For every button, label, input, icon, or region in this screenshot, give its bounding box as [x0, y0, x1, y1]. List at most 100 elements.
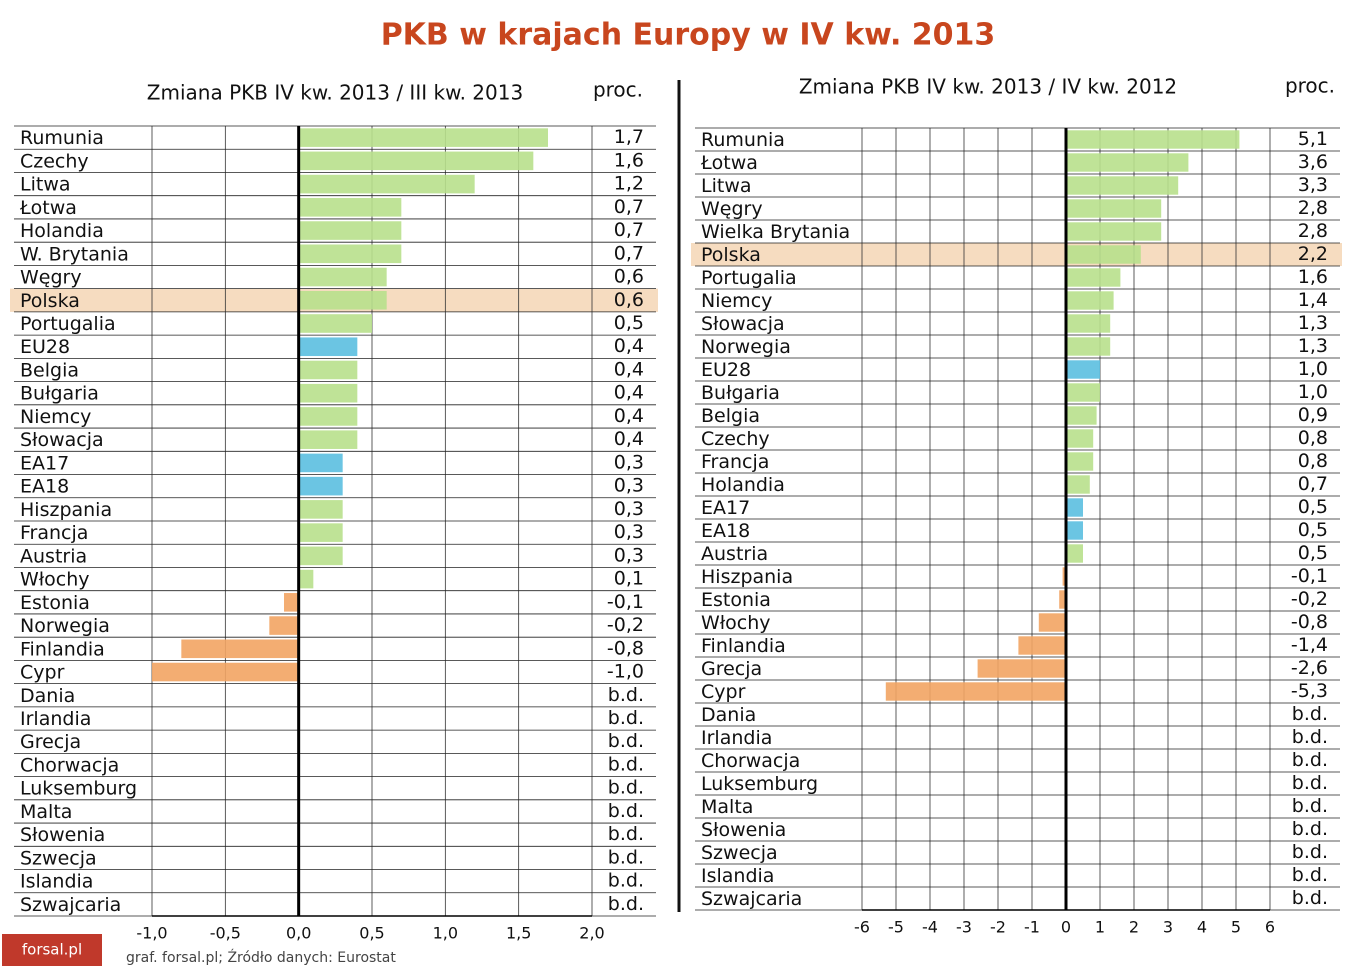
category-label: EA17 — [20, 452, 69, 474]
value-label: b.d. — [1292, 726, 1328, 748]
category-label: Szwecja — [701, 842, 778, 864]
value-label: 0,5 — [1298, 519, 1328, 541]
bar — [1066, 130, 1240, 149]
bar — [1066, 498, 1083, 517]
x-tick-label: 0 — [1061, 918, 1071, 937]
category-label: Luksemburg — [701, 773, 818, 795]
bar — [1066, 199, 1162, 218]
value-label: -1,0 — [607, 661, 644, 683]
x-tick-label: 6 — [1265, 918, 1275, 937]
category-label: Włochy — [20, 569, 90, 591]
value-label: 1,0 — [1298, 358, 1328, 380]
category-label: Estonia — [701, 589, 771, 611]
category-label: Irlandia — [20, 708, 91, 730]
value-label: 1,2 — [614, 173, 644, 195]
value-label: -0,8 — [607, 637, 644, 659]
bar — [1066, 429, 1094, 448]
value-label: 0,4 — [614, 358, 644, 380]
bar — [298, 174, 475, 194]
category-label: Chorwacja — [20, 754, 119, 776]
value-label: b.d. — [608, 800, 644, 822]
category-label: Litwa — [701, 175, 752, 197]
value-label: b.d. — [1292, 795, 1328, 817]
category-label: Cypr — [20, 662, 65, 684]
category-label: Francja — [20, 522, 88, 544]
bar — [1038, 613, 1066, 632]
value-label: b.d. — [1292, 772, 1328, 794]
value-label: b.d. — [608, 870, 644, 892]
category-label: Słowenia — [20, 824, 105, 846]
x-tick-label: 5 — [1231, 918, 1241, 937]
value-label: 0,7 — [1298, 473, 1328, 495]
x-tick-label: -2 — [990, 918, 1006, 937]
subtitle: Zmiana PKB IV kw. 2013 / III kw. 2013 — [147, 81, 523, 105]
category-label: Szwajcaria — [701, 888, 802, 910]
value-label: 0,4 — [614, 382, 644, 404]
x-tick-label: -5 — [888, 918, 904, 937]
subtitle: Zmiana PKB IV kw. 2013 / IV kw. 2012 — [799, 75, 1177, 99]
category-label: Dania — [701, 704, 756, 726]
bar — [298, 221, 402, 240]
value-label: 0,7 — [614, 196, 644, 218]
value-label: 2,8 — [1298, 197, 1328, 219]
bar — [298, 430, 358, 449]
category-label: Łotwa — [19, 197, 77, 219]
bar — [298, 290, 387, 310]
category-label: Malta — [701, 796, 753, 818]
category-label: Słowacja — [20, 429, 104, 451]
x-tick-label: -6 — [854, 918, 870, 937]
value-label: 0,3 — [614, 521, 644, 543]
bar — [298, 267, 387, 287]
bar — [1066, 452, 1094, 471]
category-label: Malta — [20, 801, 72, 823]
value-label: 0,7 — [614, 242, 644, 264]
category-label: EA18 — [20, 476, 69, 498]
bar — [284, 593, 299, 612]
value-label: b.d. — [608, 893, 644, 915]
bar — [269, 616, 299, 635]
category-label: Dania — [20, 685, 75, 707]
value-label: 0,6 — [614, 289, 644, 311]
value-label: b.d. — [608, 846, 644, 868]
category-label: Bułgaria — [20, 383, 99, 405]
category-label: Holandia — [701, 474, 785, 496]
logo: forsal.pl — [22, 941, 82, 959]
value-label: 1,6 — [1298, 266, 1328, 288]
category-label: Finlandia — [20, 638, 105, 660]
bar — [298, 500, 343, 519]
category-label: Grecja — [20, 731, 81, 753]
bar — [1062, 567, 1066, 586]
bar — [298, 383, 358, 403]
bar — [1066, 337, 1111, 356]
value-label: 0,3 — [614, 451, 644, 473]
value-label: 0,4 — [614, 428, 644, 450]
bar — [1018, 636, 1066, 655]
bar — [1066, 544, 1083, 563]
category-label: Irlandia — [701, 727, 772, 749]
x-tick-label: -3 — [956, 918, 972, 937]
x-tick-label: 1 — [1095, 918, 1105, 937]
value-label: 0,3 — [614, 475, 644, 497]
value-label: 0,9 — [1298, 404, 1328, 426]
category-label: Litwa — [20, 174, 71, 196]
x-tick-label: -1,0 — [136, 924, 167, 943]
value-label: b.d. — [608, 777, 644, 799]
value-label: 3,6 — [1298, 151, 1328, 173]
value-label: 5,1 — [1298, 128, 1328, 150]
source: graf. forsal.pl; Źródło danych: Eurostat — [126, 948, 396, 966]
category-label: Belgia — [20, 359, 79, 381]
logo-box — [2, 934, 102, 966]
x-tick-label: 1,5 — [506, 924, 531, 943]
bar — [298, 244, 402, 264]
bar — [1066, 245, 1141, 264]
category-label: Portugalia — [701, 267, 797, 289]
value-label: b.d. — [608, 707, 644, 729]
category-label: EA18 — [701, 520, 750, 542]
category-label: Rumunia — [20, 127, 104, 149]
category-label: Austria — [701, 543, 768, 565]
value-label: b.d. — [608, 684, 644, 706]
category-label: Portugalia — [20, 313, 116, 335]
x-tick-label: 3 — [1163, 918, 1173, 937]
unit-label: proc. — [1285, 74, 1335, 98]
